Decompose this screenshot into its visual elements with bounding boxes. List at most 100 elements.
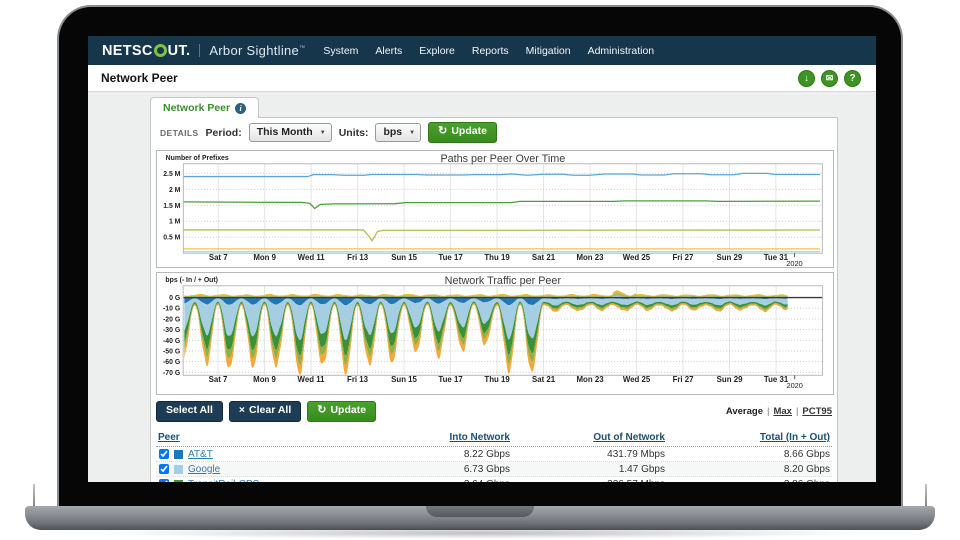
- tab-label: Network Peer: [163, 102, 231, 114]
- download-icon: ↓: [804, 72, 809, 84]
- svg-text:Sat 21: Sat 21: [532, 375, 556, 384]
- top-navbar: NETSC UT. Arbor Sightline™ System Alerts …: [88, 36, 876, 65]
- svg-text:Number of Prefixes: Number of Prefixes: [166, 155, 229, 162]
- svg-text:-60 G: -60 G: [163, 359, 180, 366]
- help-icon: ?: [849, 72, 856, 84]
- svg-text:-20 G: -20 G: [163, 316, 180, 323]
- svg-text:Sun 29: Sun 29: [717, 253, 743, 262]
- row-checkbox[interactable]: [159, 464, 169, 474]
- info-icon[interactable]: i: [235, 102, 247, 114]
- svg-text:Tue 17: Tue 17: [438, 375, 463, 384]
- brand-text-2: UT.: [167, 42, 191, 59]
- svg-text:-70 G: -70 G: [163, 370, 180, 377]
- menu-item-system[interactable]: System: [323, 44, 359, 57]
- stat-pct95[interactable]: PCT95: [802, 405, 832, 417]
- svg-text:-50 G: -50 G: [163, 348, 180, 355]
- mail-icon: ✉: [825, 73, 834, 83]
- svg-text:Wed 25: Wed 25: [623, 375, 651, 384]
- svg-text:Mon 23: Mon 23: [576, 253, 604, 262]
- units-select[interactable]: bps ▼: [375, 123, 422, 142]
- header-total[interactable]: Total (In + Out): [759, 432, 830, 443]
- update-button[interactable]: ↻ Update: [428, 122, 497, 143]
- svg-text:Fri 27: Fri 27: [672, 253, 694, 262]
- stat-separator: |: [767, 405, 770, 417]
- product-name: Arbor Sightline™: [209, 43, 306, 58]
- svg-text:Wed 25: Wed 25: [623, 253, 651, 262]
- refresh-icon: ↻: [317, 404, 327, 417]
- stat-max[interactable]: Max: [773, 405, 792, 417]
- series-color-swatch: [174, 449, 183, 459]
- page-body: Network Peer i DETAILS Period: This Mont…: [88, 92, 876, 482]
- header-out-of-network[interactable]: Out of Network: [593, 432, 665, 443]
- chevron-down-icon: ▼: [319, 129, 326, 136]
- laptop-screen: NETSC UT. Arbor Sightline™ System Alerts …: [88, 36, 876, 482]
- units-label: Units:: [338, 126, 369, 139]
- into-value: 3.64 Gbps: [360, 479, 510, 483]
- table-toolbar: Select All × Clear All ↻ Update Average | …: [156, 401, 832, 422]
- svg-text:1 M: 1 M: [169, 219, 181, 226]
- laptop-hinge-left: [33, 484, 35, 506]
- peer-link[interactable]: TransitRail-CPS: [188, 479, 259, 483]
- svg-text:2 M: 2 M: [169, 187, 181, 194]
- page-header-bar: Network Peer ↓ ✉ ?: [88, 65, 876, 92]
- main-menu: System Alerts Explore Reports Mitigation…: [323, 45, 654, 57]
- svg-text:bps (- In / + Out): bps (- In / + Out): [165, 277, 218, 284]
- select-all-button[interactable]: Select All: [156, 401, 223, 422]
- menu-item-reports[interactable]: Reports: [471, 44, 509, 57]
- total-value: 8.66 Gbps: [783, 448, 830, 460]
- laptop-notch: [426, 506, 534, 517]
- svg-text:Wed 11: Wed 11: [298, 375, 326, 384]
- svg-text:Sun 29: Sun 29: [717, 375, 743, 384]
- period-select[interactable]: This Month ▼: [248, 123, 332, 142]
- row-checkbox[interactable]: [159, 449, 169, 459]
- brand-text-1: NETSC: [102, 42, 153, 59]
- svg-text:Sun 15: Sun 15: [391, 375, 417, 384]
- svg-text:Network Traffic per Peer: Network Traffic per Peer: [445, 275, 562, 287]
- svg-text:Fri 13: Fri 13: [347, 253, 369, 262]
- clear-icon: ×: [238, 404, 246, 416]
- out-value: 431.79 Mbps: [607, 448, 665, 460]
- update-button-secondary[interactable]: ↻ Update: [307, 401, 377, 422]
- series-color-swatch: [174, 479, 183, 482]
- trademark-symbol: ™: [299, 45, 306, 52]
- paths-per-peer-chart: 0.5 M 1 M 1.5 M 2 M 2.5 M Sat 7 Mon 9 Wed 11 Fri…: [156, 150, 834, 268]
- header-peer[interactable]: Peer: [158, 432, 180, 443]
- svg-text:Tue 17: Tue 17: [438, 253, 463, 262]
- peer-link[interactable]: AT&T: [188, 448, 213, 460]
- menu-item-explore[interactable]: Explore: [419, 44, 455, 57]
- svg-text:2.5 M: 2.5 M: [163, 171, 180, 178]
- download-button[interactable]: ↓: [798, 70, 815, 87]
- help-button[interactable]: ?: [844, 70, 861, 87]
- svg-text:Fri 13: Fri 13: [347, 375, 369, 384]
- laptop-hinge-right: [925, 484, 927, 506]
- svg-text:Mon 23: Mon 23: [577, 375, 605, 384]
- header-actions: ↓ ✉ ?: [798, 70, 861, 87]
- details-label: DETAILS: [160, 127, 199, 138]
- svg-text:2020: 2020: [786, 381, 802, 390]
- svg-text:1.5 M: 1.5 M: [163, 203, 180, 210]
- email-button[interactable]: ✉: [821, 70, 838, 87]
- row-checkbox[interactable]: [159, 479, 169, 482]
- stat-average[interactable]: Average: [725, 405, 763, 417]
- content-panel: DETAILS Period: This Month ▼ Units: bps ▼ …: [150, 117, 838, 482]
- clear-all-button[interactable]: × Clear All: [228, 401, 302, 422]
- details-row: DETAILS Period: This Month ▼ Units: bps ▼ …: [151, 118, 837, 147]
- menu-item-administration[interactable]: Administration: [587, 44, 655, 57]
- chevron-down-icon: ▼: [409, 129, 416, 136]
- menu-item-mitigation[interactable]: Mitigation: [525, 44, 571, 57]
- stat-separator: |: [795, 405, 799, 417]
- tab-network-peer[interactable]: Network Peer i: [150, 97, 260, 118]
- brand-divider: [199, 44, 201, 57]
- svg-text:Sat 7: Sat 7: [209, 375, 228, 384]
- svg-text:Wed 11: Wed 11: [298, 253, 326, 262]
- total-value: 8.20 Gbps: [783, 463, 830, 475]
- peer-link[interactable]: Google: [188, 463, 221, 475]
- menu-item-alerts[interactable]: Alerts: [375, 44, 403, 57]
- svg-text:Thu 19: Thu 19: [484, 375, 510, 384]
- svg-text:Sat 21: Sat 21: [532, 253, 556, 262]
- svg-text:Mon 9: Mon 9: [253, 253, 276, 262]
- svg-text:Tue 31: Tue 31: [764, 375, 789, 384]
- svg-text:Tue 31: Tue 31: [764, 253, 789, 262]
- header-into-network[interactable]: Into Network: [449, 432, 510, 443]
- svg-text:Fri 27: Fri 27: [673, 375, 695, 384]
